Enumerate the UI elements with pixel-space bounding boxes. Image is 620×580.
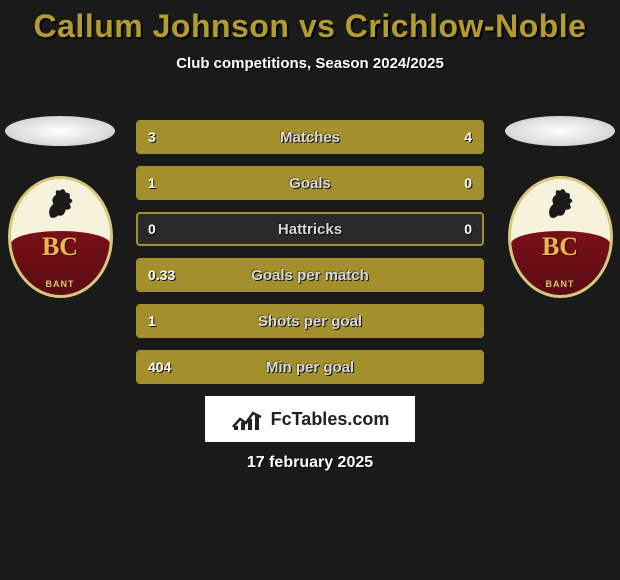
crest-banner-text: BANT [511, 279, 610, 289]
bar-fill-right [399, 168, 482, 198]
crest-letters: BC [11, 232, 110, 262]
club-crest-left: BC BANT [8, 176, 113, 298]
stat-value-right: 0 [464, 214, 472, 244]
stat-value-left: 0 [148, 214, 156, 244]
comparison-bars: Matches34 Goals10 Hattricks0 0 Goals per mat… [136, 120, 484, 396]
stat-row: Matches34 [136, 120, 484, 154]
stat-row: Goals10 [136, 166, 484, 200]
avatar-head-placeholder [5, 116, 115, 146]
bar-fill-left [138, 352, 482, 382]
crest-banner-text: BANT [11, 279, 110, 289]
player-left-avatar: BC BANT [0, 116, 120, 298]
bar-fill-left [138, 122, 276, 152]
brand-text: FcTables.com [271, 409, 390, 430]
crest-letters: BC [511, 232, 610, 262]
club-crest-right: BC BANT [508, 176, 613, 298]
generated-date: 17 february 2025 [0, 454, 620, 472]
bar-fill-right [276, 122, 482, 152]
rooster-icon [40, 185, 80, 223]
rooster-icon [540, 185, 580, 223]
subtitle: Club competitions, Season 2024/2025 [0, 55, 620, 72]
page-title: Callum Johnson vs Crichlow-Noble [0, 0, 620, 45]
brand-badge: FcTables.com [205, 396, 415, 442]
bar-fill-left [138, 306, 482, 336]
avatar-head-placeholder [505, 116, 615, 146]
stat-row: Goals per match0.33 [136, 258, 484, 292]
stat-label: Hattricks [138, 214, 482, 244]
stat-row: Min per goal404 [136, 350, 484, 384]
bar-fill-left [138, 260, 482, 290]
fctables-logo-icon [231, 407, 265, 431]
bar-fill-left [138, 168, 399, 198]
player-right-avatar: BC BANT [500, 116, 620, 298]
stat-row: Hattricks0 0 [136, 212, 484, 246]
stat-row: Shots per goal1 [136, 304, 484, 338]
